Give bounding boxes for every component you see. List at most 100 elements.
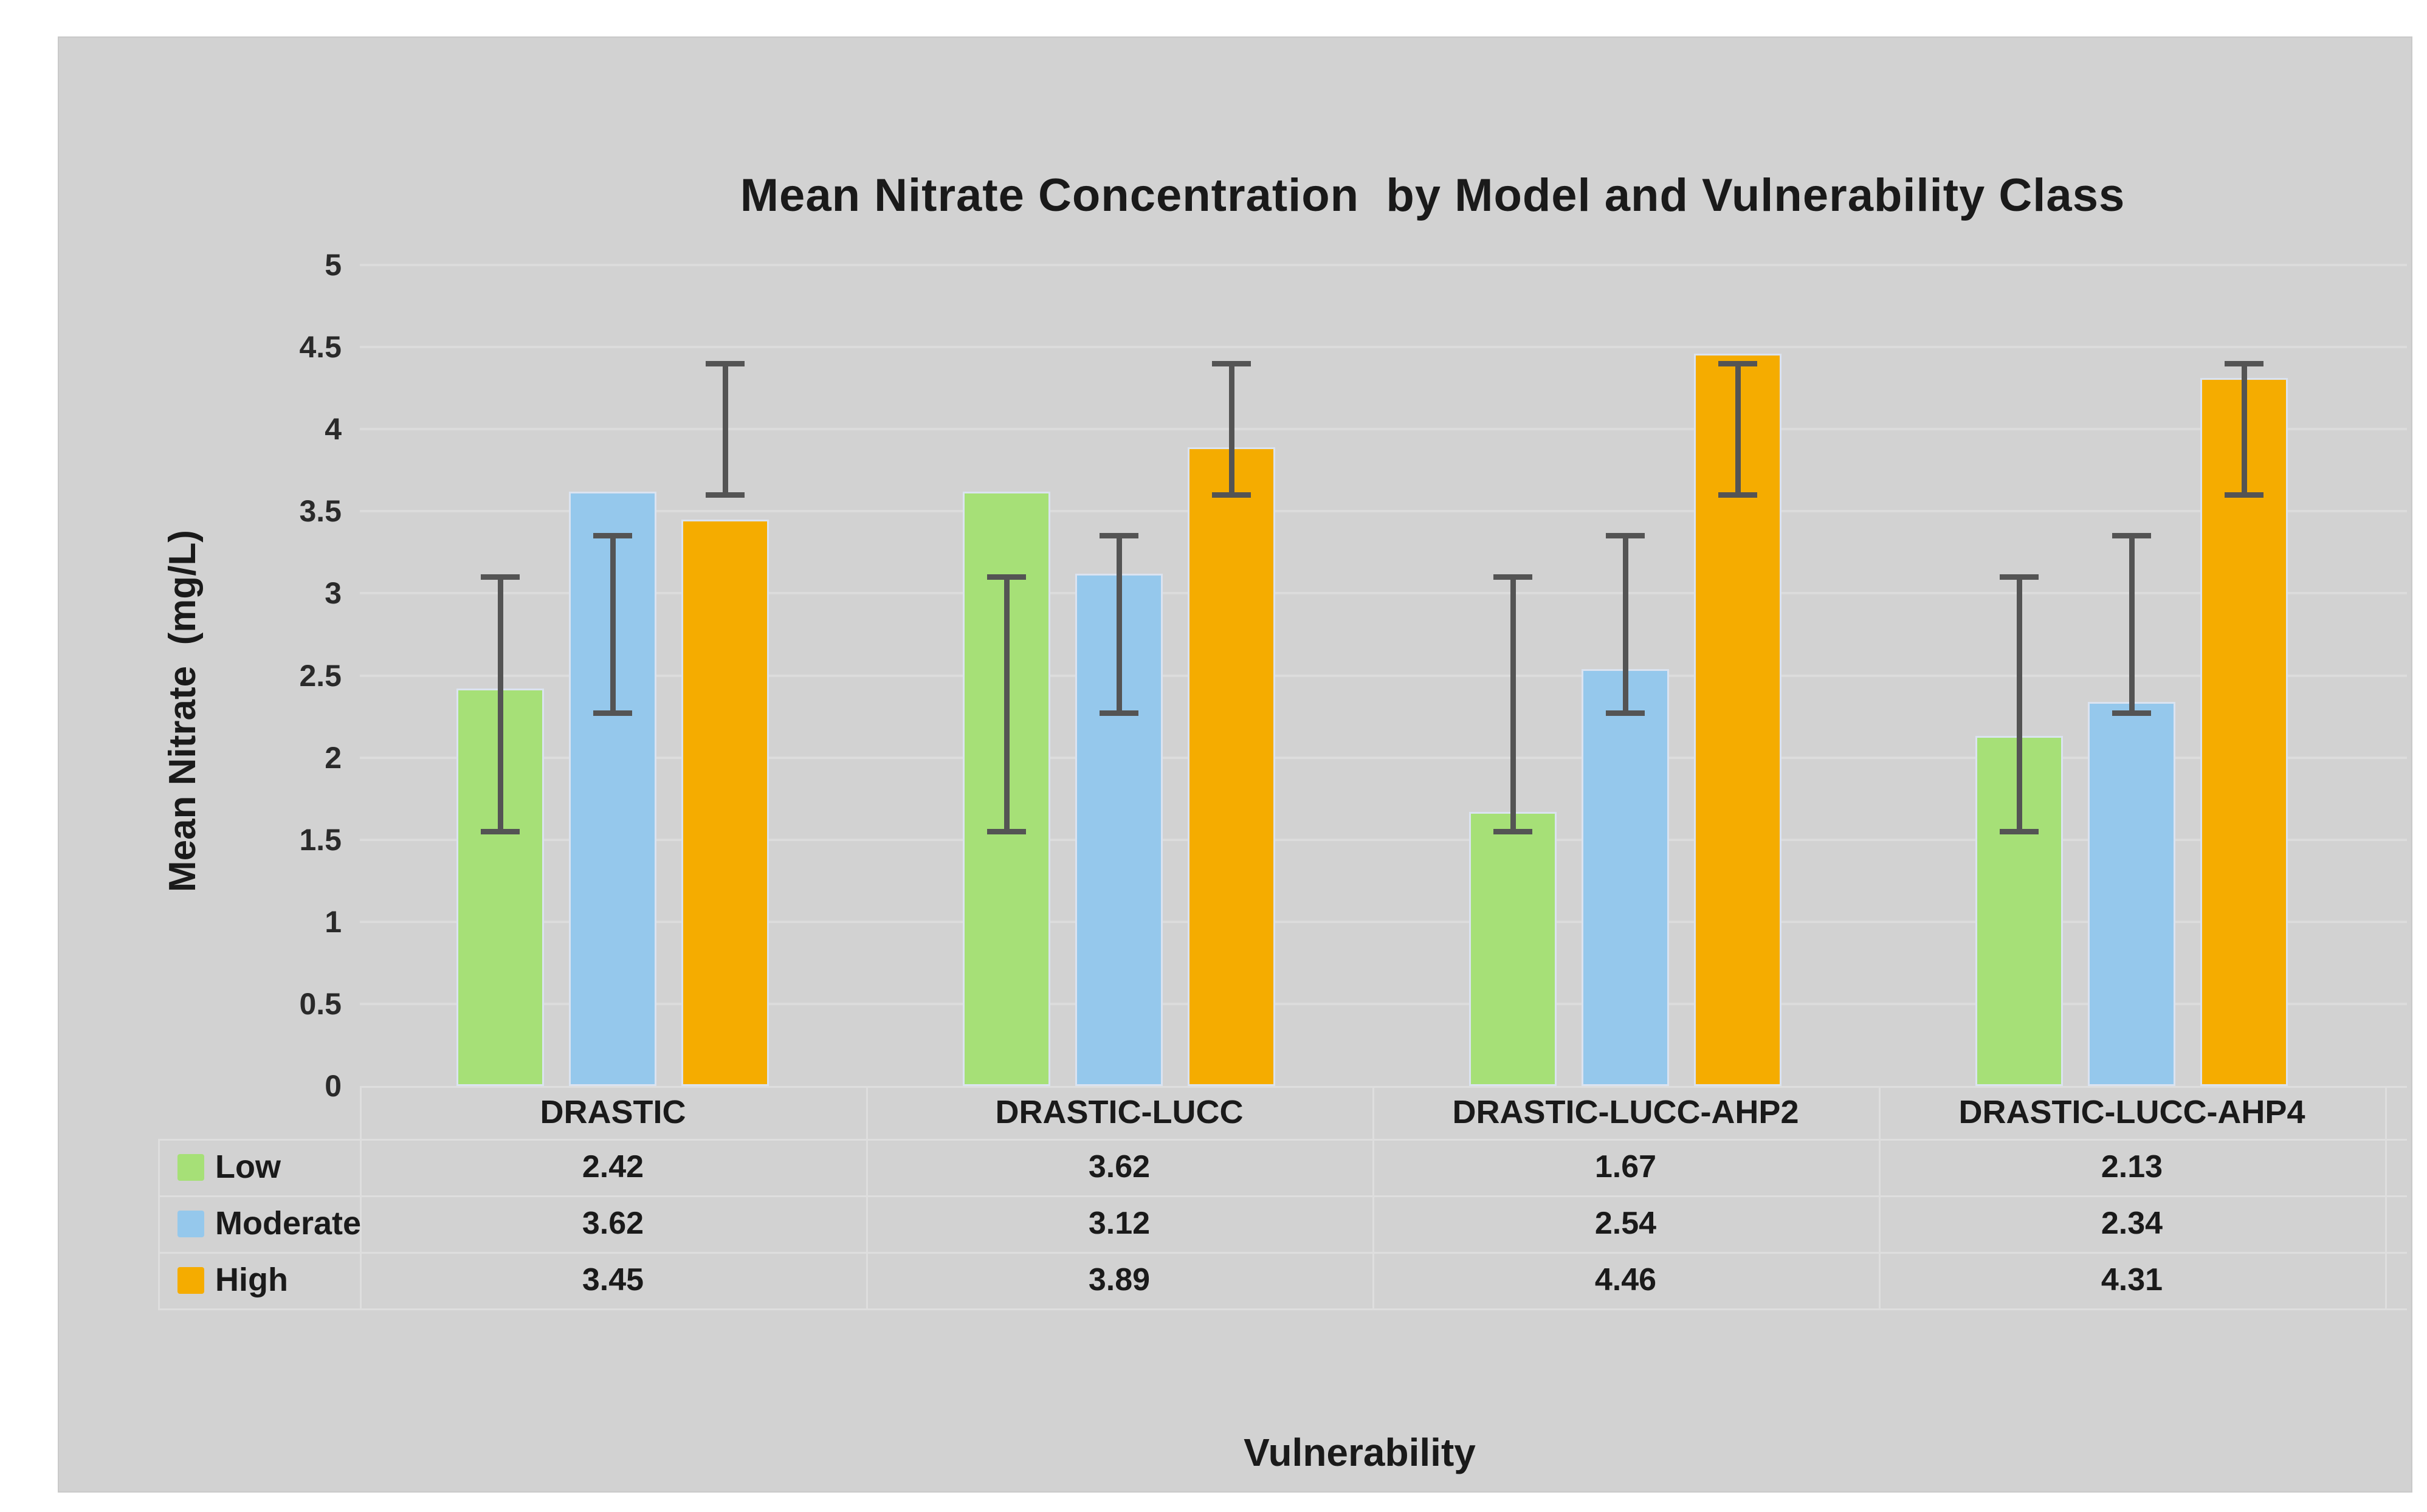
error-bar-cap-bottom [2000,828,2039,834]
chart-panel: Mean Nitrate Concentration by Model and … [58,36,2412,1493]
table-border [1879,1086,1881,1308]
table-cell-low-3: 1.67 [1594,1149,1657,1184]
table-border [2385,1086,2387,1308]
table-cell-moderate-1: 3.62 [582,1206,644,1241]
y-tick-label: 1.5 [299,822,342,857]
gridline [360,1002,2407,1005]
table-cell-high-2: 3.89 [1088,1262,1151,1297]
gridline [360,592,2407,595]
y-tick-label: 3.5 [299,494,342,529]
error-bar-cap-top [593,533,632,539]
error-bar-line [1735,363,1741,495]
gridline [360,674,2407,677]
table-border [866,1086,868,1308]
table-border [158,1139,2407,1141]
table-cell-high-4: 4.31 [2101,1262,2163,1297]
error-bar-line [497,577,503,832]
table-border [158,1195,2407,1197]
legend-label-moderate: Moderate [215,1205,362,1242]
error-bar-line [1510,577,1516,832]
table-cell-low-4: 2.13 [2101,1149,2163,1184]
error-bar-cap-bottom [593,710,632,716]
error-bar-cap-bottom [987,828,1026,834]
error-bar-cap-top [987,574,1026,580]
error-bar-line [2129,535,2135,713]
table-cell-low-1: 2.42 [582,1149,644,1184]
table-cell-moderate-3: 2.54 [1594,1206,1657,1241]
bar-low-3 [1469,811,1557,1086]
table-header-drastic-lucc-ahp4: DRASTIC-LUCC-AHP4 [1958,1094,2305,1130]
error-bar-line [722,363,728,495]
table-border [158,1252,2407,1254]
error-bar-cap-bottom [1212,492,1251,498]
error-bar-cap-bottom [1606,710,1645,716]
error-bar-cap-bottom [2112,710,2151,716]
error-bar-cap-top [481,574,520,580]
error-bar-line [1004,577,1010,832]
table-header-drastic-lucc-ahp2: DRASTIC-LUCC-AHP2 [1452,1094,1799,1130]
y-tick-label: 3 [325,576,342,611]
table-header-drastic: DRASTIC [540,1094,686,1130]
legend-swatch-high [177,1266,204,1294]
table-border [360,1086,2407,1088]
error-bar-line [1116,535,1122,713]
error-bar-cap-top [1606,533,1645,539]
error-bar-line [1228,363,1234,495]
error-bar-cap-top [2000,574,2039,580]
error-bar-cap-top [1212,360,1251,366]
legend-label-high: High [215,1262,288,1298]
table-cell-moderate-4: 2.34 [2101,1206,2163,1241]
error-bar-cap-bottom [706,492,745,498]
gridline [360,346,2407,349]
y-axis-label: Mean Nitrate (mg/L) [162,530,204,892]
table-cell-moderate-2: 3.12 [1088,1206,1151,1241]
error-bar-cap-top [1718,360,1757,366]
gridline [360,920,2407,923]
error-bar-cap-bottom [1100,710,1138,716]
y-tick-label: 0 [325,1069,342,1103]
gridline [360,510,2407,513]
error-bar-line [610,535,616,713]
bar-moderate-3 [1582,668,1669,1086]
bar-moderate-4 [2088,701,2175,1086]
table-border [158,1139,160,1308]
table-border [158,1308,2407,1310]
y-tick-label: 4 [325,412,342,447]
table-cell-low-2: 3.62 [1088,1149,1151,1184]
error-bar-cap-top [2112,533,2151,539]
legend-swatch-low [177,1153,204,1181]
y-tick-label: 2 [325,740,342,775]
error-bar-cap-bottom [2225,492,2263,498]
error-bar-cap-bottom [481,828,520,834]
gridline [360,756,2407,759]
bar-high-2 [1188,447,1275,1086]
error-bar-line [2016,577,2022,832]
table-border [360,1086,362,1308]
error-bar-line [1622,535,1628,713]
table-cell-high-3: 4.46 [1594,1262,1657,1297]
gridline [360,264,2407,266]
y-tick-label: 5 [325,248,342,282]
bar-high-1 [681,519,769,1086]
error-bar-cap-top [1493,574,1532,580]
chart-title: Mean Nitrate Concentration by Model and … [740,170,2126,221]
legend-label-low: Low [215,1149,281,1185]
table-border [1372,1086,1374,1308]
error-bar-cap-top [706,360,745,366]
x-axis-label: Vulnerability [1244,1431,1476,1474]
error-bar-cap-bottom [1718,492,1757,498]
y-tick-label: 0.5 [299,986,342,1021]
legend-swatch-moderate [177,1210,204,1237]
table-cell-high-1: 3.45 [582,1262,644,1297]
error-bar-cap-top [2225,360,2263,366]
error-bar-cap-top [1100,533,1138,539]
y-tick-label: 4.5 [299,330,342,365]
gridline [360,838,2407,841]
error-bar-cap-bottom [1493,828,1532,834]
error-bar-line [2241,363,2247,495]
gridline [360,428,2407,431]
y-tick-label: 1 [325,904,342,939]
bar-high-4 [2200,378,2288,1086]
y-tick-label: 2.5 [299,658,342,693]
table-header-drastic-lucc: DRASTIC-LUCC [995,1094,1244,1130]
